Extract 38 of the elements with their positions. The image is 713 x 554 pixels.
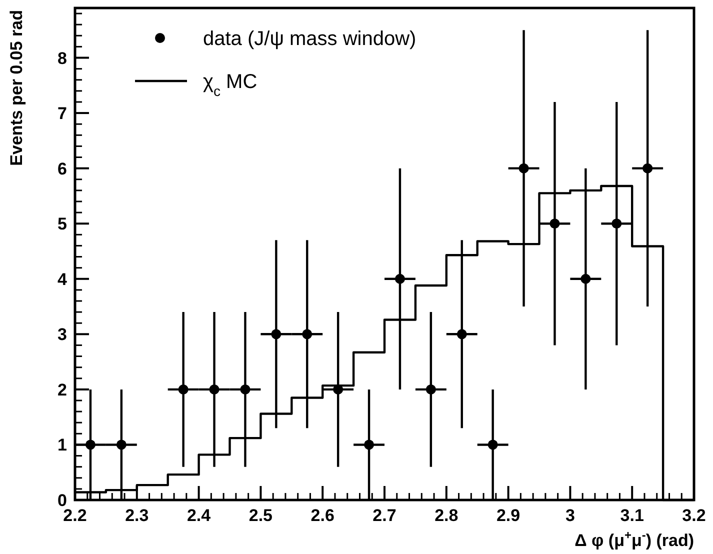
y-tick-label: 5: [58, 214, 67, 234]
point: [642, 163, 653, 174]
y-tick-label: 1: [58, 436, 67, 455]
point: [240, 384, 250, 394]
point: [612, 218, 622, 229]
y-axis-title: Events per 0.05 rad: [7, 10, 26, 166]
x-tick-label: 2.8: [434, 506, 458, 525]
point: [271, 329, 282, 340]
point: [580, 274, 591, 284]
point: [518, 163, 529, 174]
legend-label: data (J/ψ mass window): [203, 28, 416, 50]
x-tick-label: 3.1: [620, 506, 644, 525]
y-tick-label: 7: [58, 104, 67, 124]
x-tick-label: 2.5: [248, 506, 273, 525]
point: [364, 440, 374, 450]
y-tick-label: 6: [58, 159, 67, 178]
y-tick-label: 4: [58, 270, 68, 289]
point: [456, 329, 467, 340]
point: [488, 440, 498, 450]
y-tick-label: 2: [58, 380, 67, 400]
x-tick-label: 3: [565, 506, 575, 525]
y-tick-label: 8: [58, 48, 67, 68]
y-tick-label: 3: [58, 325, 67, 344]
point: [178, 384, 188, 394]
x-tick-label: 2.4: [186, 506, 212, 525]
point: [550, 218, 560, 229]
x-tick-label: 2.9: [496, 506, 520, 525]
point: [394, 274, 405, 284]
x-tick-label: 2.6: [310, 506, 334, 525]
legend-label: χ$_{c}$ MC: [203, 71, 258, 99]
x-tick-label: 2.7: [372, 506, 396, 525]
x-tick-label: 3.2: [682, 506, 706, 525]
point: [209, 384, 220, 394]
point: [116, 440, 126, 450]
point: [302, 329, 312, 340]
x-tick-label: 2.3: [125, 506, 149, 525]
point: [426, 384, 436, 394]
x-axis-title: Δ φ (μ$^{+}$μ$^{-}$) (rad): [574, 528, 694, 550]
